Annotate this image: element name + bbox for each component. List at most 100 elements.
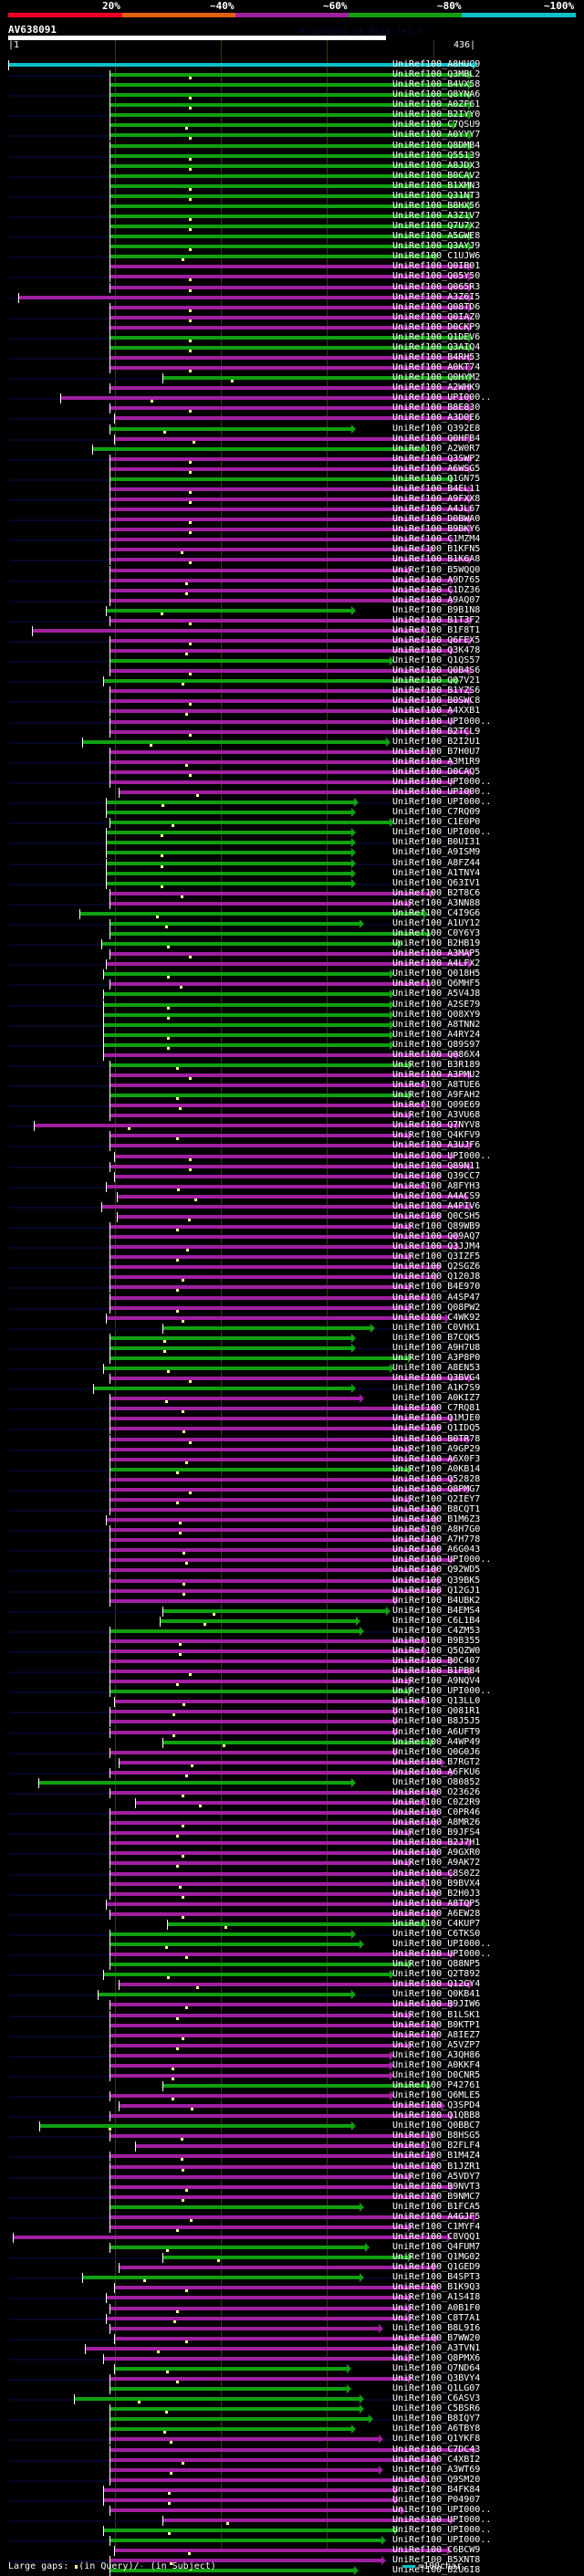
hit-bar[interactable] [114,1174,438,1178]
hit-label[interactable]: UniRef100_B8L9I6 [392,2322,481,2333]
hit-row[interactable]: UniRef100_B9B1N8 [0,605,584,616]
hit-label[interactable]: UniRef100_B3R189 [392,1059,481,1070]
hit-row[interactable]: UniRef100_A3TVN1 [0,2343,584,2354]
hit-row[interactable]: UniRef100_B4EMS4 [0,1606,584,1617]
hit-label[interactable]: UniRef100_Q3SWP2 [392,453,481,464]
hit-row[interactable]: UniRef100_B8CQT1 [0,1504,584,1515]
hit-label[interactable]: UniRef100_B7H0U7 [392,746,481,757]
hit-label[interactable]: UniRef100_A3Z1V7 [392,211,481,222]
hit-row[interactable]: UniRef100_UPI000.. [0,2515,584,2526]
hit-bar[interactable] [110,113,469,118]
hit-bar[interactable] [110,1447,408,1451]
hit-label[interactable]: UniRef100_Q1GED9 [392,2262,481,2273]
hit-row[interactable]: UniRef100_C6L1B4 [0,1615,584,1627]
hit-row[interactable]: UniRef100_A9D765 [0,575,584,586]
hit-label[interactable]: UniRef100_A5V4J8 [392,989,481,1000]
hit-label[interactable]: UniRef100_C6L1B4 [392,1615,481,1626]
hit-row[interactable]: UniRef100_A3NN88 [0,898,584,909]
hit-label[interactable]: UniRef100_Q6MHF5 [392,979,481,990]
hit-row[interactable]: UniRef100_A4RY24 [0,1030,584,1041]
hit-label[interactable]: UniRef100_A5VZP7 [392,2039,481,2050]
hit-label[interactable]: UniRef100_C6TKS0 [392,1928,481,1939]
hit-label[interactable]: UniRef100_UPI000.. [392,1939,492,1950]
hit-row[interactable]: UniRef100_A6TBY8 [0,2424,584,2435]
hit-label[interactable]: UniRef100_UPI000.. [392,393,492,403]
hit-bar[interactable] [110,649,451,654]
hit-row[interactable]: UniRef100_A5VDY7 [0,2172,584,2183]
hit-row[interactable]: UniRef100_B1PB84 [0,1666,584,1678]
hit-row[interactable]: UniRef100_B9NVT3 [0,2182,584,2193]
hit-bar[interactable] [103,1012,390,1017]
hit-row[interactable]: UniRef100_Q1GED9 [0,2262,584,2274]
hit-label[interactable]: UniRef100_Q3MBL2 [392,69,481,80]
hit-row[interactable]: UniRef100_B8L9I6 [0,2322,584,2334]
hit-row[interactable]: UniRef100_B0TR78 [0,1433,584,1445]
hit-bar[interactable] [135,1801,424,1806]
hit-row[interactable]: UniRef100_B4UBK2 [0,1596,584,1607]
hit-bar[interactable] [110,325,469,330]
hit-label[interactable]: UniRef100_Q018H5 [392,969,481,979]
hit-label[interactable]: UniRef100_C0PR46 [392,1807,481,1818]
hit-label[interactable]: UniRef100_A4ACS9 [392,1190,481,1201]
hit-label[interactable]: UniRef100_A4GJF5 [392,2211,481,2222]
hit-bar[interactable] [110,2417,369,2422]
hit-bar[interactable] [163,376,469,381]
hit-bar[interactable] [110,1407,434,1411]
hit-row[interactable]: UniRef100_A4PIV6 [0,1201,584,1212]
hit-bar[interactable] [103,972,390,977]
hit-label[interactable]: UniRef100_A3UJF6 [392,1140,481,1151]
hit-bar[interactable] [110,366,469,371]
hit-row[interactable]: UniRef100_Q086X4 [0,1050,584,1061]
hit-row[interactable]: UniRef100_B1K9Q3 [0,2282,584,2294]
hit-label[interactable]: UniRef100_Q1IDQ5 [392,1423,481,1434]
hit-bar[interactable] [103,1002,390,1007]
hit-bar[interactable] [110,1134,408,1138]
hit-row[interactable]: UniRef100_Q89S97 [0,1040,584,1051]
hit-row[interactable]: UniRef100_B1KFN5 [0,544,584,556]
hit-row[interactable]: UniRef100_B7CQK5 [0,1332,584,1344]
hit-bar[interactable] [110,2023,434,2027]
hit-label[interactable]: UniRef100_A1S4I8 [392,2292,481,2303]
hit-row[interactable]: UniRef100_UPI000.. [0,2505,584,2516]
hit-label[interactable]: UniRef100_C1MZM4 [392,534,481,545]
hit-label[interactable]: UniRef100_B8E830 [392,403,481,414]
hit-row[interactable]: UniRef100_Q7ND64 [0,2363,584,2374]
hit-row[interactable]: UniRef100_Q3AYJ9 [0,241,584,253]
hit-bar[interactable] [110,578,451,582]
hit-label[interactable]: UniRef100_A6TBY8 [392,2424,481,2435]
hit-row[interactable]: UniRef100_C7QSU9 [0,120,584,131]
hit-row[interactable]: UniRef100_UPI000.. [0,1555,584,1566]
hit-bar[interactable] [110,2447,473,2452]
hit-label[interactable]: UniRef100_A2W0R7 [392,443,481,454]
hit-row[interactable]: UniRef100_C7RQ81 [0,1403,584,1415]
hit-label[interactable]: UniRef100_Q63IV1 [392,877,481,888]
hit-label[interactable]: UniRef100_Q92WD5 [392,1565,481,1576]
hit-label[interactable]: UniRef100_A4JL67 [392,504,481,515]
hit-bar[interactable] [110,1690,408,1694]
hit-label[interactable]: UniRef100_Q0BBC7 [392,2120,481,2131]
hit-bar[interactable] [103,679,456,684]
hit-bar[interactable] [110,2437,380,2442]
hit-row[interactable]: UniRef100_Q018H5 [0,969,584,980]
hit-row[interactable]: UniRef100_Q3IZF5 [0,1251,584,1263]
hit-bar[interactable] [110,1285,408,1290]
hit-bar[interactable] [110,932,427,937]
hit-label[interactable]: UniRef100_UPI000.. [392,1949,492,1960]
hit-bar[interactable] [110,1670,469,1674]
hit-row[interactable]: UniRef100_Q0HYM2 [0,372,584,384]
hit-label[interactable]: UniRef100_A8HUC9 [392,59,481,69]
hit-label[interactable]: UniRef100_B1JZR1 [392,2161,481,2172]
hit-bar[interactable] [110,1104,424,1108]
hit-row[interactable]: UniRef100_A2SE79 [0,1000,584,1011]
hit-bar[interactable] [110,618,469,623]
hit-bar[interactable] [107,608,351,613]
hit-bar[interactable] [110,1710,394,1714]
hit-label[interactable]: UniRef100_B7CQK5 [392,1332,481,1343]
hit-label[interactable]: UniRef100_D0CNR5 [392,2069,481,2080]
hit-label[interactable]: UniRef100_Q1YKF8 [392,2434,481,2445]
hit-label[interactable]: UniRef100_B0TR78 [392,1433,481,1444]
hit-row[interactable]: UniRef100_A8FYH3 [0,1181,584,1192]
hit-bar[interactable] [110,163,469,168]
hit-row[interactable]: UniRef100_C1E0P0 [0,817,584,829]
hit-label[interactable]: UniRef100_B9JIW6 [392,1999,481,2010]
